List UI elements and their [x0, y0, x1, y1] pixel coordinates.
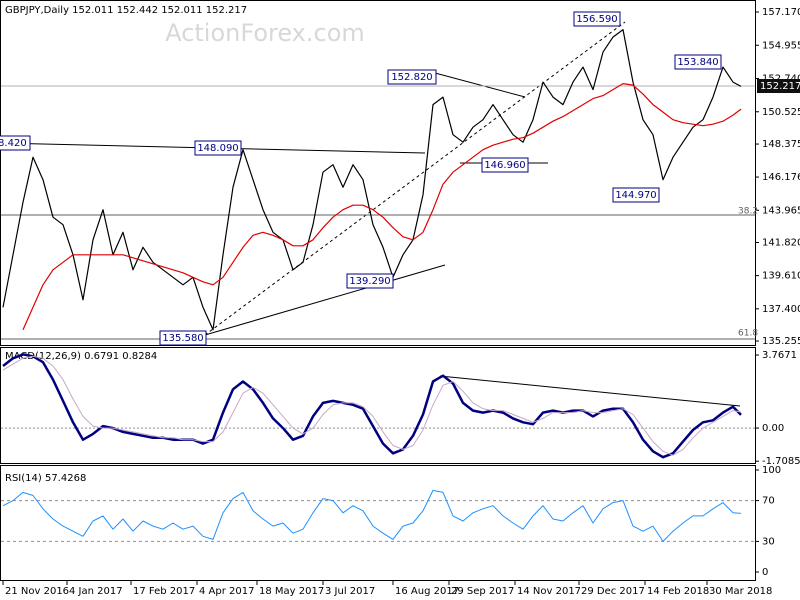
- panel-frame: [0, 465, 756, 581]
- annotation-box: [387, 69, 437, 85]
- panel-frame: [0, 0, 756, 346]
- annotation: 153.840: [677, 57, 718, 68]
- y-tick-label: -1.7085: [762, 456, 800, 467]
- x-tick-label: 29 Sep 2017: [451, 586, 514, 597]
- y-tick-label: 154.955: [762, 40, 800, 51]
- y-tick-label: 0: [762, 567, 768, 578]
- annotation: 139.290: [349, 276, 390, 287]
- y-tick-label: 135.255: [762, 336, 800, 347]
- frames: [0, 0, 756, 581]
- series-line: [2, 29, 742, 331]
- annotation-box: [674, 54, 722, 70]
- panel-title: RSI(14) 57.4268: [5, 473, 86, 484]
- trendline: [439, 375, 741, 407]
- trendlines: [0, 21, 755, 407]
- x-tick-label: 17 Feb 2017: [133, 586, 195, 597]
- y-tick-label: 137.400: [762, 304, 800, 315]
- last-price-box: [757, 79, 800, 93]
- y-tick-label: 150.525: [762, 107, 800, 118]
- series-line: [2, 355, 742, 456]
- level-label: 38.2: [738, 207, 758, 217]
- annotation-box: [573, 11, 621, 27]
- annotation: 146.960: [484, 160, 525, 171]
- annotation: 148.090: [197, 143, 238, 154]
- y-tick-label: 139.610: [762, 271, 800, 282]
- series-line: [2, 489, 742, 542]
- x-tick-label: 3 Jul 2017: [325, 586, 375, 597]
- chart-title: GBPJPY,Daily 152.011 152.442 152.011 152…: [5, 5, 247, 16]
- y-tick-label: 141.820: [762, 237, 800, 248]
- x-tick-label: 30 Mar 2018: [709, 586, 772, 597]
- annotation-box: [194, 140, 242, 156]
- y-tick-label: 148.375: [762, 139, 800, 150]
- annotation-box: [346, 273, 394, 289]
- x-tick-label: 4 Apr 2017: [199, 586, 254, 597]
- annotation-box: [0, 135, 31, 151]
- y-tick-label: 100: [762, 465, 781, 476]
- panel-title: MACD(12,26,9) 0.6791 0.8284: [5, 351, 157, 362]
- x-tick-label: 14 Feb 2018: [647, 586, 709, 597]
- y-tick-label: 30: [762, 536, 775, 547]
- x-tick-label: 29 Dec 2017: [581, 586, 645, 597]
- trendline: [204, 264, 446, 336]
- x-tick-label: 14 Nov 2017: [517, 586, 581, 597]
- y-tick-label: 146.176: [762, 172, 800, 183]
- annotation: 144.970: [615, 190, 656, 201]
- last-price-label: 152.217: [760, 81, 800, 92]
- x-tick-label: 4 Jan 2017: [69, 586, 123, 597]
- annotation-box: [159, 330, 207, 346]
- panel-frame: [0, 347, 756, 464]
- y-tick-label: 0.00: [762, 423, 784, 434]
- x-tick-label: 16 Aug 2017: [395, 586, 459, 597]
- annotation: 135.580: [162, 333, 203, 344]
- annotation: 152.820: [391, 72, 432, 83]
- y-tick-label: 157.170: [762, 7, 800, 18]
- y-tick-label: 3.7671: [762, 350, 797, 361]
- y-tick-label: 70: [762, 496, 775, 507]
- annotation: 156.590: [576, 14, 617, 25]
- x-tick-label: 21 Nov 2016: [5, 586, 69, 597]
- x-tick-label: 18 May 2017: [259, 586, 324, 597]
- annotation-box: [612, 187, 660, 203]
- y-tick-label: 143.965: [762, 205, 800, 216]
- annotation: 148.420: [0, 138, 27, 149]
- level-label: 61.8: [738, 329, 758, 339]
- series-line: [2, 353, 742, 459]
- series-line: [22, 83, 742, 331]
- watermark: ActionForex.com: [165, 19, 365, 47]
- trendline: [434, 72, 526, 98]
- annotation-box: [481, 157, 529, 173]
